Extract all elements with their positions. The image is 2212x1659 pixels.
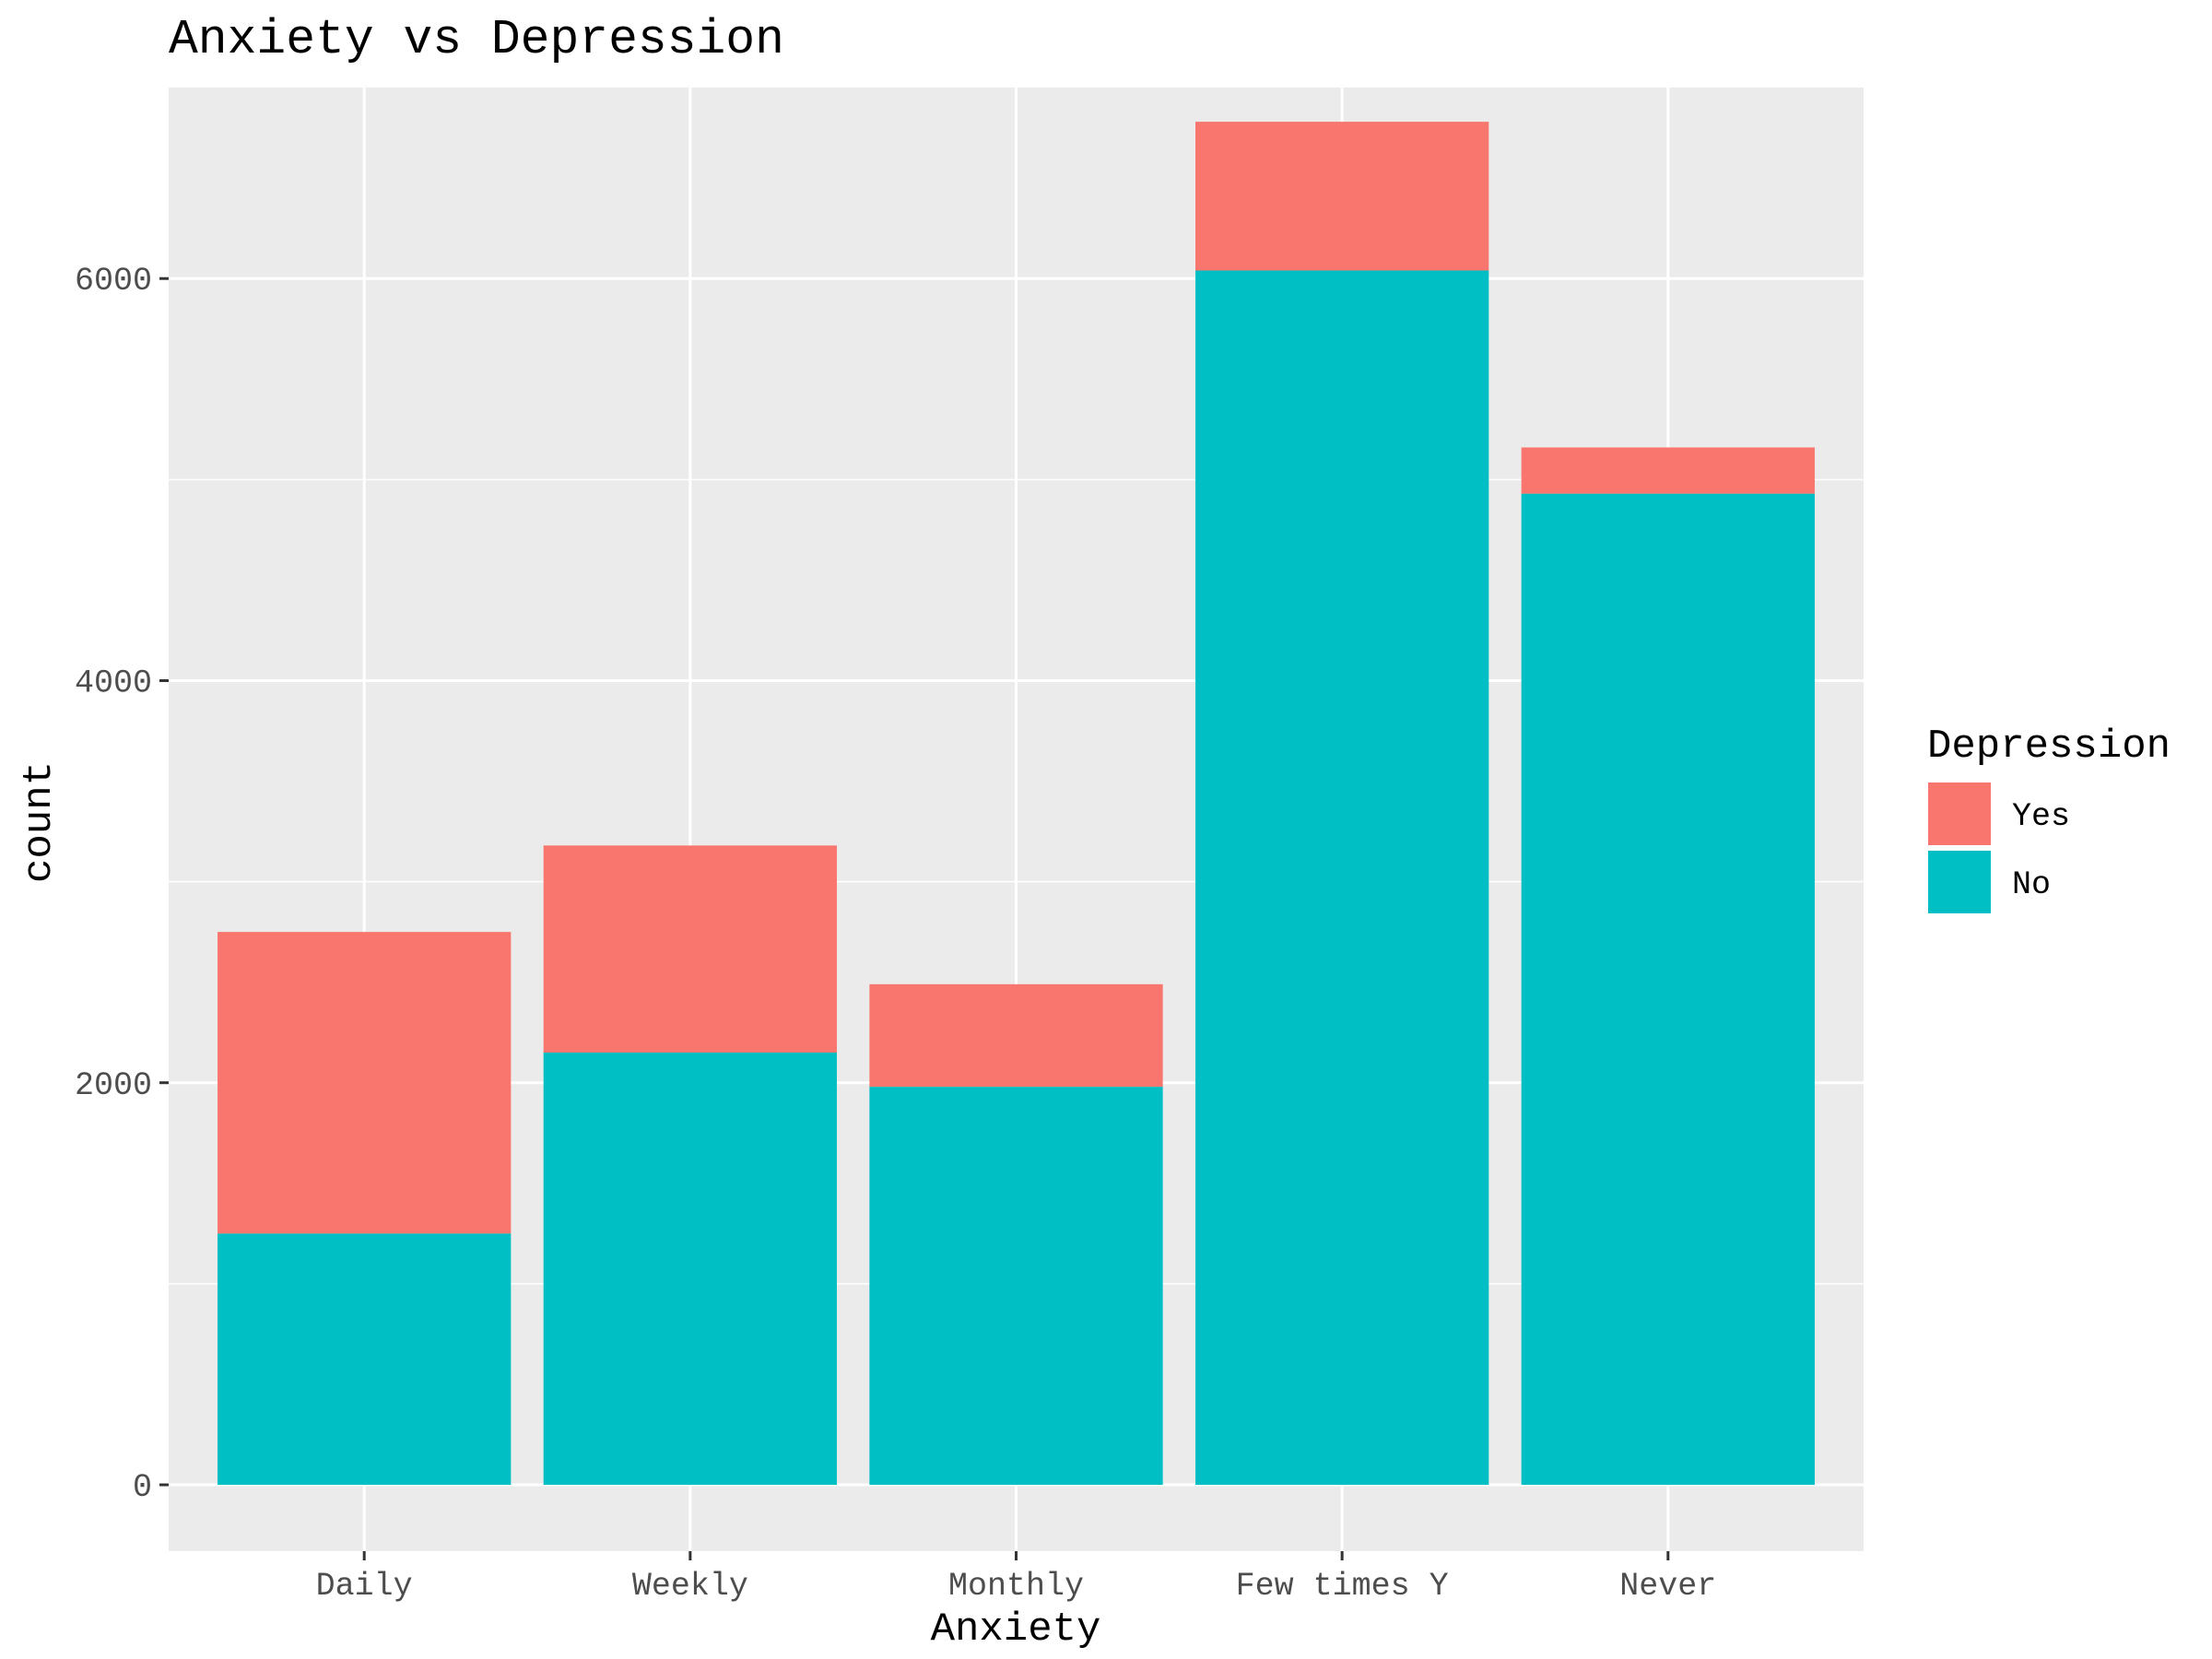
x-tick-label: Monthly <box>948 1568 1084 1605</box>
bar-segment-yes <box>218 932 512 1234</box>
bar-segment-no <box>1521 493 1815 1486</box>
x-tick-label: Weekly <box>632 1568 748 1605</box>
bar-segment-yes <box>1195 122 1489 271</box>
legend-title: Depression <box>1927 724 2171 770</box>
legend-key-no <box>1926 849 1993 915</box>
bar-segment-no <box>218 1233 512 1486</box>
y-tick-label: 6000 <box>75 263 152 300</box>
chart-title: Anxiety vs Depression <box>169 12 784 67</box>
x-tick-label: Few times Y <box>1236 1568 1449 1605</box>
y-axis: 0 2000 4000 6000 <box>75 263 169 1506</box>
legend-label: Yes <box>2012 798 2070 835</box>
legend-label: No <box>2012 866 2051 903</box>
bar-segment-no <box>543 1053 837 1486</box>
x-tick-label: Daily <box>316 1568 413 1605</box>
legend-key-yes <box>1926 781 1993 847</box>
y-tick-label: 0 <box>133 1469 152 1506</box>
x-axis: Daily Weekly Monthly Few times Y Never <box>316 1551 1716 1605</box>
bar-segment-no <box>1195 270 1489 1486</box>
y-tick-label: 4000 <box>75 665 152 701</box>
bar-segment-yes <box>543 845 837 1053</box>
legend: Depression Yes No <box>1926 724 2171 915</box>
y-axis-title: count <box>17 761 63 883</box>
x-axis-title: Anxiety <box>931 1606 1101 1653</box>
bars <box>218 122 1815 1486</box>
x-tick-label: Never <box>1619 1568 1716 1605</box>
bar-segment-no <box>869 1087 1163 1486</box>
y-tick-label: 2000 <box>75 1067 152 1104</box>
bar-segment-yes <box>1521 447 1815 494</box>
bar-segment-yes <box>869 983 1163 1088</box>
